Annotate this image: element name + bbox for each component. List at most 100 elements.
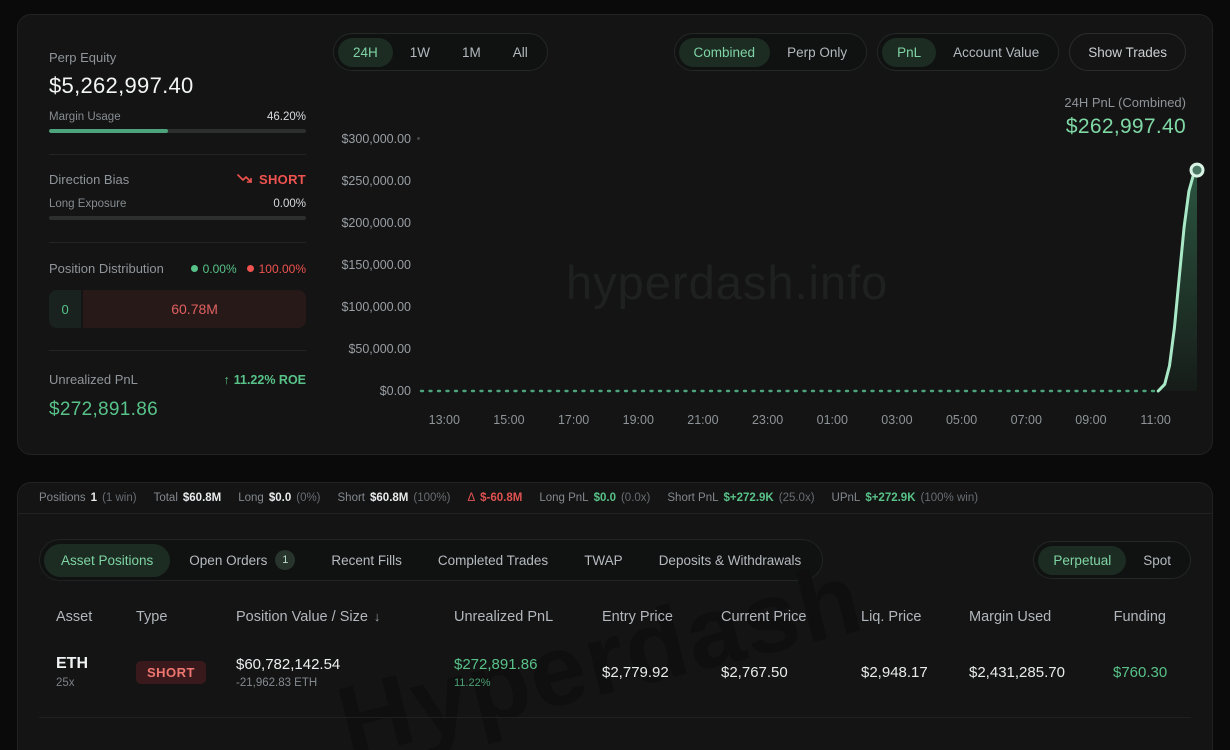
direction-bias-value: SHORT xyxy=(237,172,306,187)
y-axis-tick: $250,000.00 xyxy=(341,174,411,188)
chart-controls: Combined Perp Only PnL Account Value Sho… xyxy=(673,33,1186,71)
perp-equity-label: Perp Equity xyxy=(49,50,117,65)
y-axis-tick: $100,000.00 xyxy=(341,300,411,314)
market-tab-perpetual[interactable]: Perpetual xyxy=(1038,545,1127,575)
x-axis-tick: 07:00 xyxy=(1010,413,1042,427)
leverage: 25x xyxy=(56,677,75,689)
mode-toggle: Combined Perp Only xyxy=(673,33,868,71)
chart-plot-area[interactable] xyxy=(419,139,1205,397)
range-tab-1m[interactable]: 1M xyxy=(462,44,481,60)
range-tab-all[interactable]: All xyxy=(512,44,528,60)
col-funding[interactable]: Funding xyxy=(1113,609,1166,625)
roe-value: ↑ 11.22% ROE xyxy=(223,372,306,387)
positions-table: Asset Type Position Value / Size ↓ Unreal… xyxy=(39,609,1191,718)
tab-deposits-withdrawals[interactable]: Deposits & Withdrawals xyxy=(658,552,802,568)
col-unrealized-pnl[interactable]: Unrealized PnL xyxy=(454,609,554,625)
long-dot-icon xyxy=(190,265,198,272)
y-axis-tick: $50,000.00 xyxy=(348,342,411,356)
pnl-header: 24H PnL (Combined) $262,997.40 xyxy=(1064,95,1186,139)
y-axis: $300,000.00 $250,000.00 $200,000.00 $150,00… xyxy=(333,132,411,398)
tab-open-orders[interactable]: Open Orders 1 xyxy=(172,541,312,579)
metric-tab-pnl[interactable]: PnL xyxy=(882,37,937,67)
col-liq-price[interactable]: Liq. Price xyxy=(861,609,922,625)
entry-price-cell: $2,779.92 xyxy=(602,663,669,681)
margin-used-cell: $2,431,285.70 xyxy=(969,663,1065,681)
summary-long: Long $0.0 (0%) xyxy=(238,492,321,504)
y-axis-tick: $150,000.00 xyxy=(341,258,411,272)
x-axis-tick: 13:00 xyxy=(428,413,460,427)
time-range-tabs: 24H 1W 1M All xyxy=(333,33,548,71)
trending-down-icon xyxy=(237,174,252,183)
pnl-header-value: $262,997.40 xyxy=(1065,115,1186,138)
summary-delta: Δ $-60.8M xyxy=(467,492,523,504)
range-tab-1w[interactable]: 1W xyxy=(409,44,431,60)
divider xyxy=(49,154,306,155)
short-dot-icon xyxy=(246,265,254,272)
current-price-cell: $2,767.50 xyxy=(721,663,788,681)
market-tab-spot[interactable]: Spot xyxy=(1143,552,1171,568)
positions-tabs-row: Asset Positions Open Orders 1 Recent Fill… xyxy=(39,539,1191,581)
long-exposure-bar xyxy=(49,216,306,220)
tab-completed-trades[interactable]: Completed Trades xyxy=(437,552,549,568)
tab-recent-fills[interactable]: Recent Fills xyxy=(331,552,402,568)
market-toggle: Perpetual Spot xyxy=(1033,541,1191,579)
metric-tab-account-value[interactable]: Account Value xyxy=(953,44,1040,60)
x-axis-tick: 03:00 xyxy=(881,413,913,427)
position-distribution-label: Position Distribution xyxy=(49,261,164,276)
tab-asset-positions[interactable]: Asset Positions xyxy=(44,543,171,577)
range-tab-24h[interactable]: 24H xyxy=(338,37,393,67)
mode-tab-combined[interactable]: Combined xyxy=(678,37,771,67)
col-entry-price[interactable]: Entry Price xyxy=(602,609,673,625)
liq-price-cell: $2,948.17 xyxy=(861,663,928,681)
x-axis-tick: 05:00 xyxy=(945,413,978,427)
x-axis-tick: 23:00 xyxy=(751,413,784,427)
y-axis-tick: $300,000.00 xyxy=(341,132,411,146)
distribution-legend: 0.00% 100.00% xyxy=(190,261,306,276)
pnl-header-label: 24H PnL (Combined) xyxy=(1064,95,1186,110)
x-axis-tick: 15:00 xyxy=(493,413,525,427)
arrow-up-icon: ↑ xyxy=(223,372,230,387)
col-position-value[interactable]: Position Value / Size ↓ xyxy=(236,609,381,625)
position-distribution-bar: 0 60.78M xyxy=(49,290,306,328)
positions-tabs: Asset Positions Open Orders 1 Recent Fill… xyxy=(39,539,824,581)
divider xyxy=(49,350,306,351)
table-row[interactable]: ETH 25x SHORT $60,782,142.54 -21,962.83 … xyxy=(39,655,1191,689)
col-type[interactable]: Type xyxy=(136,609,168,625)
tab-twap[interactable]: TWAP xyxy=(584,552,623,568)
long-exposure-value: 0.00% xyxy=(273,198,306,210)
short-pct: 100.00% xyxy=(258,261,306,276)
col-current-price[interactable]: Current Price xyxy=(721,609,807,625)
equity-chart-card: Perp Equity $5,262,997.40 Margin Usage 4… xyxy=(17,14,1213,455)
col-margin-used[interactable]: Margin Used xyxy=(969,609,1052,625)
table-header: Asset Type Position Value / Size ↓ Unreal… xyxy=(39,609,1191,625)
margin-usage-label: Margin Usage xyxy=(49,111,121,123)
unrealized-pnl-cell: $272,891.86 11.22% xyxy=(454,655,538,689)
summary-short: Short $60.8M (100%) xyxy=(337,492,451,504)
x-axis-tick: 09:00 xyxy=(1075,413,1107,427)
long-exposure-label: Long Exposure xyxy=(49,198,127,210)
sort-down-icon: ↓ xyxy=(373,609,381,624)
summary-positions: Positions 1 (1 win) xyxy=(39,492,137,504)
pnl-line-chart[interactable] xyxy=(419,139,1205,397)
divider xyxy=(49,242,306,243)
margin-usage-bar xyxy=(49,129,306,133)
y-axis-tick: $200,000.00 xyxy=(341,216,411,230)
long-pct: 0.00% xyxy=(202,261,237,276)
axis-dot xyxy=(417,137,420,140)
mode-tab-perp-only[interactable]: Perp Only xyxy=(787,44,848,60)
summary-upnl: UPnL $+272.9K (100% win) xyxy=(831,492,979,504)
x-axis-tick: 19:00 xyxy=(622,413,654,427)
summary-long-pnl: Long PnL $0.0 (0.0x) xyxy=(539,492,651,504)
account-stats-panel: Perp Equity $5,262,997.40 Margin Usage 4… xyxy=(49,50,306,421)
summary-total: Total $60.8M xyxy=(153,492,222,504)
position-value-cell: $60,782,142.54 -21,962.83 ETH xyxy=(236,655,341,689)
positions-card: Hyperdash Positions 1 (1 win) Total $60.8M … xyxy=(17,482,1213,750)
x-axis: 13:00 15:00 17:00 19:00 21:00 23:00 01:00 03:00… xyxy=(421,413,1197,429)
funding-cell: $760.30 xyxy=(1113,663,1168,681)
summary-short-pnl: Short PnL $+272.9K (25.0x) xyxy=(667,492,815,504)
margin-usage-value: 46.20% xyxy=(266,111,306,123)
type-cell: SHORT xyxy=(136,660,236,684)
col-asset[interactable]: Asset xyxy=(56,609,93,625)
show-trades-button[interactable]: Show Trades xyxy=(1069,33,1186,71)
